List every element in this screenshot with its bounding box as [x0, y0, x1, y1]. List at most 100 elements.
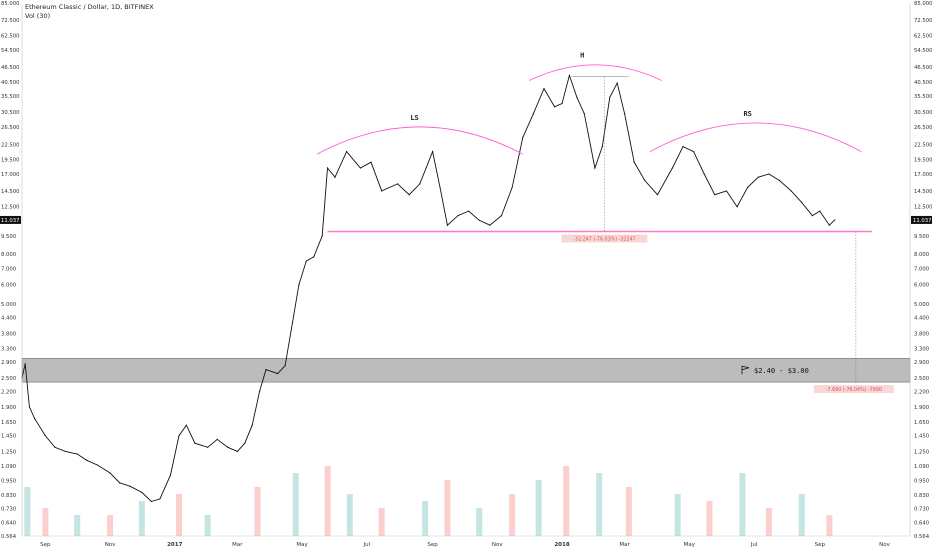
price-point	[54, 446, 56, 448]
y-tick-label-right: 54.500	[914, 48, 932, 54]
price-point	[790, 190, 792, 192]
price-point	[834, 219, 836, 221]
flag-icon	[741, 365, 750, 375]
price-point	[159, 498, 161, 500]
price-point	[561, 102, 563, 105]
price-point	[644, 179, 646, 182]
volume-bar	[292, 473, 299, 536]
price-point	[251, 424, 253, 426]
price-point	[431, 150, 434, 153]
price-point	[76, 453, 78, 455]
y-tick-label-left: 22.500	[1, 142, 20, 148]
price-point	[150, 500, 153, 503]
price-line	[21, 73, 836, 503]
price-point	[346, 150, 348, 153]
y-tick-label-left: 12.500	[1, 205, 20, 211]
price-point	[326, 167, 329, 169]
volume-bar	[74, 515, 81, 536]
y-tick-label-left: 1.090	[1, 464, 17, 470]
head-measure-box	[561, 234, 648, 243]
y-tick-label-left: 9.500	[1, 234, 17, 240]
y-tick-label-left: 0.730	[1, 507, 17, 513]
y-tick-label-left: 4.400	[1, 316, 17, 322]
price-point	[553, 106, 556, 108]
price-point	[682, 146, 684, 148]
y-tick-label-left: 0.950	[1, 479, 17, 485]
price-point	[671, 167, 673, 169]
y-tick-label-left: 1.450	[1, 434, 17, 440]
price-point	[543, 87, 545, 90]
current-price-box-left	[0, 215, 21, 224]
volume-bar	[509, 494, 516, 536]
y-tick-label-right: 1.450	[914, 434, 930, 440]
price-point	[185, 424, 188, 426]
x-tick-label: Nov	[879, 542, 890, 548]
x-tick-label: Jul	[362, 542, 370, 548]
y-tick-label-right: 9.500	[914, 234, 930, 240]
y-tick-label-right: 2.900	[914, 360, 930, 366]
y-tick-label-left: 35.500	[1, 94, 20, 100]
y-tick-label-left: 2.200	[1, 389, 17, 395]
price-point	[633, 161, 635, 163]
price-point	[277, 372, 279, 375]
y-tick-label-right: 6.000	[914, 283, 930, 289]
price-point	[86, 459, 88, 461]
target-zone-label: $2.40 - $3.00	[754, 367, 809, 375]
y-tick-label-left: 30.500	[1, 110, 20, 116]
volume-series	[24, 466, 833, 536]
volume-bar	[826, 515, 833, 536]
volume-bar	[422, 501, 429, 536]
y-tick-label-left: 85.000	[1, 1, 20, 7]
price-point	[457, 214, 459, 217]
price-point	[284, 365, 286, 367]
price-point	[178, 435, 180, 437]
x-tick-label: Jul	[750, 542, 758, 548]
y-tick-label-left: 26.500	[1, 125, 20, 131]
price-point	[129, 485, 131, 487]
price-point	[757, 176, 759, 178]
price-point	[408, 194, 410, 196]
y-tick-label-right: 7.000	[914, 266, 930, 272]
volume-bar	[138, 501, 145, 536]
x-tick-label: Mar	[619, 542, 630, 548]
x-tick-label: Mar	[232, 542, 243, 548]
price-point	[109, 472, 111, 474]
y-tick-label-left: 17.000	[1, 172, 20, 178]
y-tick-label-right: 0.730	[914, 507, 930, 513]
price-point	[169, 474, 172, 476]
y-tick-label-right: 30.500	[914, 110, 932, 116]
y-tick-label-left: 19.500	[1, 157, 20, 163]
price-point	[216, 438, 218, 440]
y-tick-label-right: 0.640	[914, 521, 930, 527]
price-point	[259, 390, 261, 392]
y-tick-label-left: 3.300	[1, 346, 17, 352]
y-tick-label-right: 72.500	[914, 18, 932, 24]
y-tick-label-left: 72.500	[1, 18, 20, 24]
price-point	[141, 491, 143, 494]
label-left-shoulder: LS	[410, 114, 418, 122]
y-tick-label-left: 0.830	[1, 493, 17, 499]
price-point	[64, 450, 67, 453]
y-tick-label-right: 1.650	[914, 420, 930, 426]
price-point	[244, 442, 246, 444]
price-point	[594, 167, 596, 169]
volume-bar	[476, 508, 483, 536]
price-point	[801, 201, 803, 204]
volume-label: Vol (30)	[25, 12, 51, 20]
price-point	[576, 96, 578, 98]
right-shoulder-arc	[649, 122, 862, 152]
price-point	[28, 406, 31, 408]
price-point	[24, 363, 26, 365]
y-tick-label-left: 1.900	[1, 405, 17, 411]
y-tick-label-left: 7.000	[1, 266, 17, 272]
price-point	[265, 368, 267, 371]
price-point	[692, 150, 695, 153]
price-point	[321, 235, 323, 237]
price-point	[207, 446, 209, 448]
price-point	[468, 210, 470, 212]
y-tick-label-right: 2.500	[914, 376, 930, 382]
price-point	[298, 284, 300, 286]
current-price-label-left: 11.037	[1, 218, 20, 224]
price-point	[194, 442, 196, 444]
